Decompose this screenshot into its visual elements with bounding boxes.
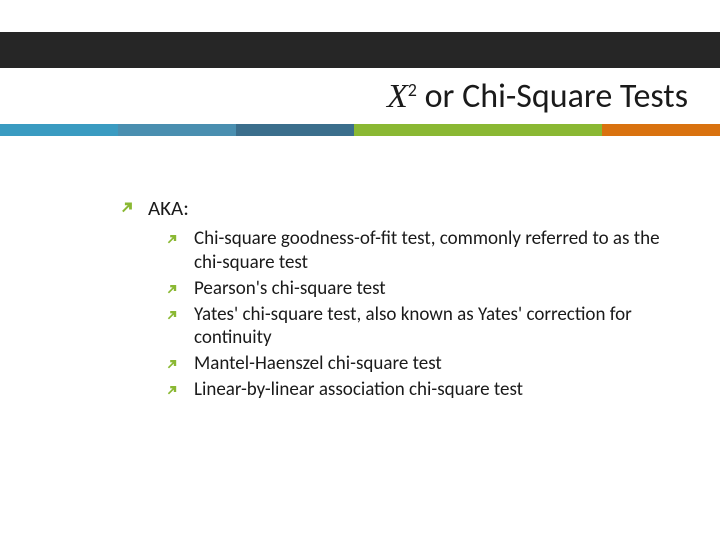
stripe-segment-e <box>602 124 720 136</box>
color-stripe <box>0 124 720 136</box>
arrow-icon <box>166 357 178 369</box>
stripe-segment-b <box>118 124 236 136</box>
title-chi: X <box>387 78 408 115</box>
sub-bullet: Linear-by-linear association chi-square … <box>166 378 660 402</box>
arrow-icon <box>166 383 178 395</box>
slide-title: X2 or Chi-Square Tests <box>387 76 688 117</box>
title-row: X2 or Chi-Square Tests <box>0 68 720 124</box>
stripe-segment-c <box>236 124 354 136</box>
arrow-icon <box>120 199 134 213</box>
arrow-icon <box>166 308 178 320</box>
stripe-segment-a <box>0 124 118 136</box>
sub-bullet: Pearson's chi-square test <box>166 277 660 301</box>
header-dark-band <box>0 32 720 68</box>
header-block: X2 or Chi-Square Tests <box>0 32 720 136</box>
sub-bullet: Yates' chi-square test, also known as Ya… <box>166 303 660 351</box>
sub-bullet: Chi-square goodness-of-fit test, commonl… <box>166 227 660 275</box>
bullet-text-aka: AKA: <box>148 195 189 221</box>
bullet-level1: AKA: <box>120 195 660 221</box>
slide-content: AKA: Chi-square goodness-of-fit test, co… <box>120 195 660 404</box>
stripe-segment-d <box>354 124 602 136</box>
title-rest: or Chi-Square Tests <box>417 76 688 117</box>
sub-bullet-text: Linear-by-linear association chi-square … <box>194 378 523 402</box>
sub-bullet-text: Yates' chi-square test, also known as Ya… <box>194 303 660 351</box>
arrow-icon <box>166 232 178 244</box>
sublist: Chi-square goodness-of-fit test, commonl… <box>166 227 660 401</box>
arrow-icon <box>166 282 178 294</box>
sub-bullet-text: Chi-square goodness-of-fit test, commonl… <box>194 227 660 275</box>
sub-bullet-text: Pearson's chi-square test <box>194 277 386 301</box>
sub-bullet: Mantel-Haenszel chi-square test <box>166 352 660 376</box>
sub-bullet-text: Mantel-Haenszel chi-square test <box>194 352 442 376</box>
title-superscript: 2 <box>408 79 417 101</box>
